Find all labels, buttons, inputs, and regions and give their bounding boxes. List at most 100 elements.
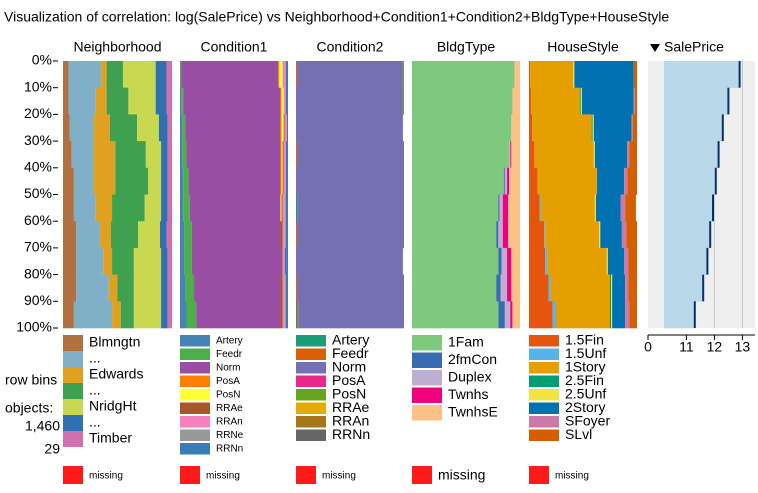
segment	[93, 141, 116, 169]
segment	[106, 61, 123, 88]
legend-swatch	[63, 351, 83, 367]
segment	[285, 194, 288, 222]
segment	[412, 87, 513, 115]
segment	[511, 247, 520, 275]
segment	[529, 114, 533, 142]
legend-swatch	[296, 375, 326, 387]
segment	[280, 114, 282, 142]
segment	[507, 247, 512, 275]
segment	[282, 194, 285, 222]
segment	[280, 194, 282, 222]
segment	[296, 247, 403, 275]
segment	[285, 274, 288, 302]
segment	[180, 301, 187, 329]
y-tick-label: 50%	[24, 185, 52, 201]
segment	[412, 301, 499, 329]
segment	[595, 194, 621, 222]
legend-label: PosN	[216, 389, 240, 400]
segment	[133, 274, 162, 302]
segment	[103, 247, 113, 275]
segment	[167, 114, 172, 142]
legend-swatch	[529, 375, 559, 387]
segment	[284, 114, 287, 142]
segment	[548, 274, 551, 302]
segment	[148, 167, 162, 195]
segment	[611, 274, 613, 302]
legend-label: PosN	[332, 385, 366, 401]
segment	[297, 274, 404, 302]
segment	[514, 61, 520, 88]
segment	[591, 114, 593, 142]
legend-swatch	[180, 348, 210, 360]
segment	[280, 274, 283, 302]
segment	[71, 141, 94, 169]
legend-label: Blmngtn	[89, 334, 140, 350]
legend-label: RRAe	[216, 403, 243, 414]
segment	[508, 221, 520, 249]
legend-label: 2fmCon	[448, 351, 497, 367]
segment	[284, 247, 288, 275]
segment	[599, 221, 601, 249]
segment	[499, 194, 503, 222]
segment	[611, 301, 613, 329]
y-tick-label: 10%	[24, 78, 52, 94]
segment	[626, 221, 637, 249]
segment	[620, 194, 626, 222]
segment	[180, 61, 182, 88]
segment	[547, 247, 607, 275]
segment	[550, 274, 610, 302]
segment	[63, 114, 70, 142]
segment	[100, 221, 111, 249]
segment	[285, 301, 288, 329]
segment	[593, 114, 632, 142]
segment	[120, 301, 134, 329]
segment	[161, 247, 168, 275]
segment	[502, 194, 509, 222]
segment	[502, 221, 509, 249]
segment	[574, 61, 634, 88]
legend-label: 1.5Unf	[565, 345, 606, 361]
legend-swatch	[180, 402, 210, 414]
segment	[593, 141, 595, 169]
segment	[181, 87, 184, 115]
segment	[109, 114, 138, 142]
segment	[128, 87, 156, 115]
legend-swatch	[180, 375, 210, 387]
bin-size: 29	[44, 441, 60, 457]
segment	[161, 167, 168, 195]
segment	[296, 87, 403, 115]
legend-swatch	[296, 362, 326, 374]
segment	[180, 221, 185, 249]
legend-swatch	[529, 362, 559, 374]
segment	[63, 247, 77, 275]
segment	[115, 141, 146, 169]
segment	[282, 167, 284, 195]
bar	[664, 221, 711, 249]
segment	[63, 301, 74, 329]
segment	[108, 274, 118, 302]
segment	[600, 221, 622, 249]
segment	[167, 247, 172, 275]
segment	[63, 167, 74, 195]
segment	[412, 194, 499, 222]
segment	[556, 301, 610, 329]
segment	[610, 274, 612, 302]
legend-label: Timber	[89, 430, 132, 446]
segment	[627, 141, 630, 169]
segment	[580, 87, 582, 115]
segment	[498, 247, 502, 275]
segment	[191, 247, 282, 275]
segment	[93, 114, 110, 142]
segment	[507, 167, 510, 195]
segment	[191, 221, 281, 249]
segment	[296, 61, 298, 88]
segment	[297, 301, 299, 329]
segment	[530, 61, 574, 88]
segment	[540, 194, 595, 222]
segment	[509, 167, 520, 195]
segment	[510, 141, 512, 169]
missing-label: missing	[438, 467, 485, 483]
missing-label: missing	[206, 471, 240, 482]
segment	[628, 274, 637, 302]
